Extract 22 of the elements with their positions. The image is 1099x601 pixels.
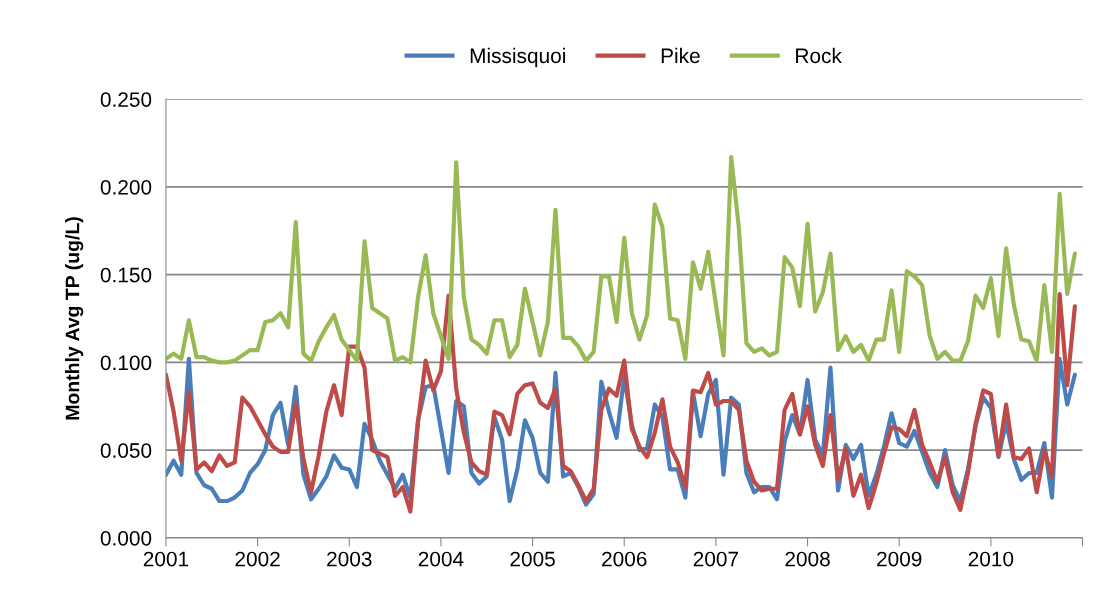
line-series [165,291,1077,514]
x-tick-label: 2006 [602,551,647,567]
legend-label: Rock [796,47,842,64]
legend-label: Missisquoi [470,47,565,68]
x-tick-label: 2003 [327,551,372,567]
y-tick-label: 0.200 [100,179,152,195]
x-tick-label: 2008 [785,551,830,567]
y-tick-label: 0.050 [100,443,152,458]
x-tick-label: 2007 [693,551,739,567]
y-tick-label: 0.100 [100,355,152,371]
x-tick-label: 2005 [510,551,555,567]
y-tick-label: 0.250 [100,92,152,107]
x-tick-label: 2004 [418,551,464,567]
x-tick-label: 2001 [143,551,189,567]
y-tick-label: 0.150 [100,267,152,283]
y-axis-title: Monthly Avg TP (ug/L) [65,217,84,420]
x-tick-label: 2009 [877,551,922,567]
y-tick-label: 0.000 [100,530,152,546]
legend-label: Pike [661,47,700,64]
line-series [165,154,1077,365]
x-tick-label: 2010 [968,551,1014,567]
x-tick-label: 2002 [235,551,280,567]
